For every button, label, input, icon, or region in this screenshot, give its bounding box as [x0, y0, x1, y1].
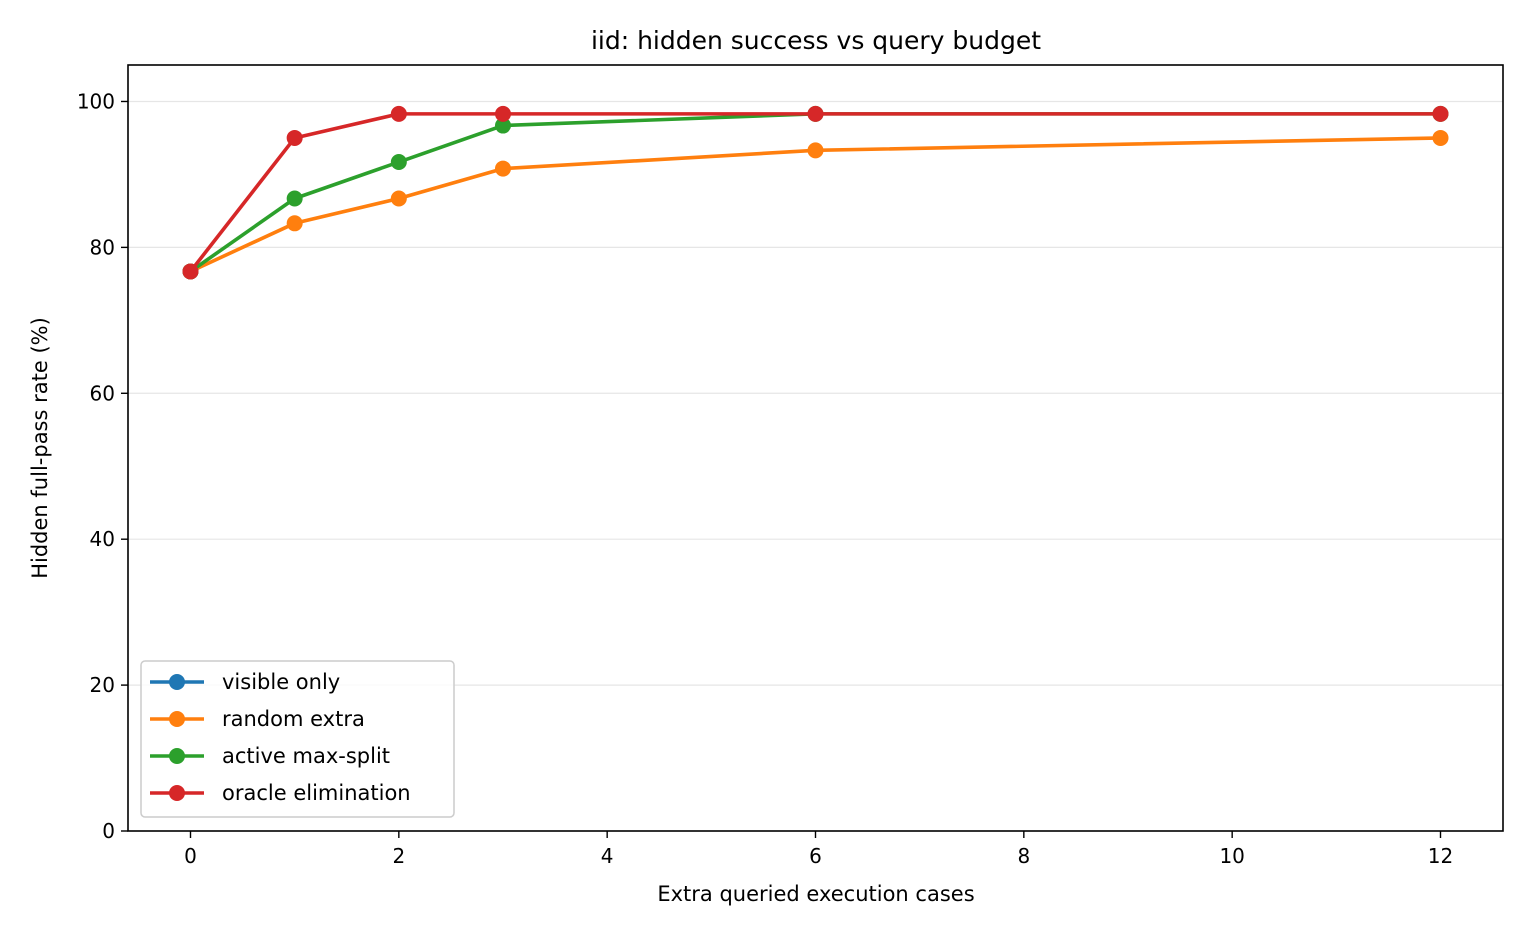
- series-random-extra: [182, 129, 1449, 280]
- legend-marker: [169, 711, 185, 727]
- y-tick-label: 100: [77, 89, 115, 113]
- y-axis-label: Hidden full-pass rate (%): [28, 317, 52, 579]
- x-tick-label: 12: [1428, 844, 1453, 868]
- x-axis: 0 2 4 6 8 10 12: [184, 831, 1453, 868]
- data-point: [495, 117, 511, 134]
- legend-label: visible only: [222, 670, 340, 694]
- legend-marker: [169, 748, 185, 764]
- data-point: [390, 105, 407, 122]
- data-point: [390, 190, 407, 207]
- data-point: [495, 160, 511, 177]
- legend-item: visible only: [150, 670, 340, 694]
- legend-box: [140, 660, 455, 818]
- chart-title: iid: hidden success vs query budget: [591, 26, 1041, 55]
- y-tick-label: 40: [90, 527, 115, 551]
- x-tick-label: 0: [184, 844, 197, 868]
- data-point: [1432, 129, 1449, 146]
- y-axis: 0 20 40 60 80 100: [77, 89, 128, 843]
- legend-item: random extra: [150, 707, 365, 731]
- y-tick-label: 60: [90, 381, 115, 405]
- x-tick-label: 4: [601, 844, 614, 868]
- data-point: [1432, 105, 1449, 122]
- data-point: [182, 263, 199, 280]
- legend-marker: [169, 785, 185, 801]
- data-point: [286, 215, 303, 232]
- legend-marker: [169, 674, 185, 690]
- series-active-max-split: [182, 105, 1449, 280]
- series-layer: [182, 105, 1449, 280]
- legend-item: active max-split: [150, 744, 390, 768]
- x-tick-label: 8: [1017, 844, 1030, 868]
- x-axis-label: Extra queried execution cases: [657, 882, 974, 906]
- data-point: [495, 105, 511, 122]
- x-tick-label: 2: [392, 844, 405, 868]
- x-tick-label: 6: [809, 844, 822, 868]
- data-point: [390, 154, 407, 171]
- y-tick-label: 20: [90, 673, 115, 697]
- y-tick-label: 80: [90, 235, 115, 259]
- series-line: [188, 136, 1443, 274]
- legend-label: active max-split: [222, 744, 390, 768]
- data-point: [286, 190, 303, 207]
- series-line: [187, 112, 1443, 274]
- legend-label: random extra: [222, 707, 365, 731]
- data-point: [286, 129, 303, 146]
- legend-label: oracle elimination: [222, 781, 411, 805]
- legend: visible only random extra active max-split…: [140, 660, 455, 818]
- series-oracle-elimination: [182, 105, 1449, 280]
- x-tick-label: 10: [1219, 844, 1244, 868]
- data-point: [807, 105, 824, 122]
- legend-item: oracle elimination: [150, 781, 411, 805]
- data-point: [807, 142, 824, 159]
- y-tick-label: 0: [102, 819, 115, 843]
